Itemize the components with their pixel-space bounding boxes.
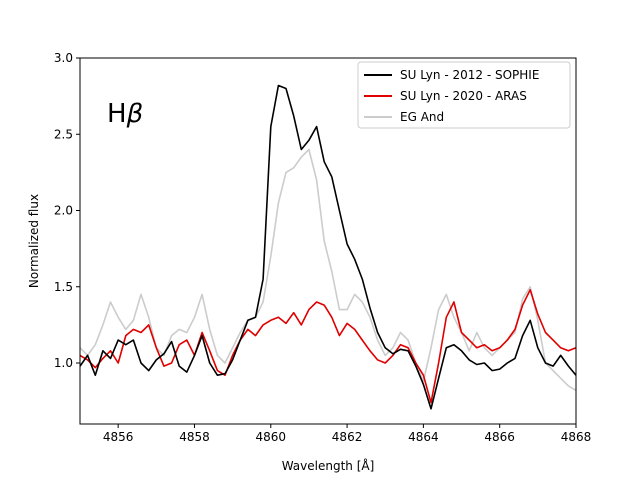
legend-label: SU Lyn - 2012 - SOPHIE bbox=[400, 68, 539, 82]
y-tick-label: 1.5 bbox=[54, 280, 73, 294]
h-beta-annotation: Hβ bbox=[107, 99, 143, 129]
y-tick-label: 2.5 bbox=[54, 127, 73, 141]
y-tick-label: 2.0 bbox=[54, 204, 73, 218]
annotation-base: H bbox=[107, 99, 127, 129]
series-line-su-lyn-2012-sophie bbox=[80, 84, 576, 410]
x-tick-label: 4860 bbox=[255, 430, 286, 444]
plot-frame bbox=[79, 57, 577, 425]
y-tick-label: 3.0 bbox=[54, 51, 73, 65]
annotation-greek: β bbox=[126, 99, 144, 129]
y-axis-label: Normalized flux bbox=[27, 194, 41, 288]
series-line-su-lyn-2020-aras bbox=[80, 288, 576, 404]
x-tick-label: 4858 bbox=[179, 430, 210, 444]
x-tick-label: 4866 bbox=[484, 430, 515, 444]
x-tick-label: 4856 bbox=[103, 430, 134, 444]
legend-label: EG And bbox=[400, 110, 444, 124]
x-axis-label: Wavelength [Å] bbox=[282, 458, 375, 473]
x-tick-label: 4864 bbox=[408, 430, 439, 444]
legend-box bbox=[357, 61, 571, 129]
x-tick-label: 4868 bbox=[561, 430, 592, 444]
x-tick-label: 4862 bbox=[332, 430, 363, 444]
legend-label: SU Lyn - 2020 - ARAS bbox=[400, 89, 527, 103]
y-tick-label: 1.0 bbox=[54, 356, 73, 370]
legend: SU Lyn - 2012 - SOPHIE SU Lyn - 2020 - AR… bbox=[357, 61, 571, 129]
